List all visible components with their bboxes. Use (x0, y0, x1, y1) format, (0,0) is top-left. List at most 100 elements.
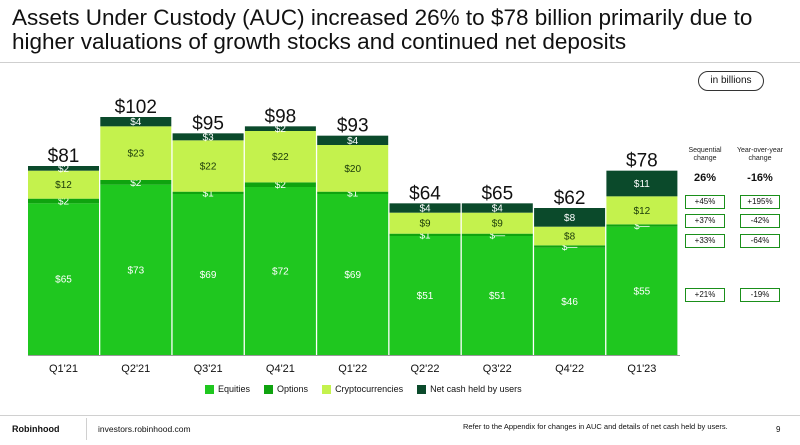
footer-note: Refer to the Appendix for changes in AUC… (463, 422, 728, 431)
category-label-4: Q1'22 (338, 363, 367, 375)
label-cash-7: $8 (564, 213, 576, 224)
footer-divider (0, 415, 800, 416)
label-crypto-6: $9 (492, 219, 504, 230)
yoy-total-change: -16% (747, 172, 773, 184)
bar-options-3 (244, 182, 316, 187)
bar-crypto-7 (534, 226, 606, 246)
sequential-change-equities: +21% (685, 288, 725, 302)
label-cash-1: $4 (130, 117, 142, 128)
bar-cash-1 (100, 117, 172, 127)
bar-crypto-4 (317, 145, 389, 192)
bar-equities-4 (317, 194, 389, 355)
brand-logo: Robinhood (12, 424, 60, 434)
bar-crypto-3 (244, 131, 316, 183)
investor-site-link[interactable]: investors.robinhood.com (98, 424, 191, 434)
legend-item-cash: Net cash held by users (417, 384, 522, 394)
category-label-8: Q1'23 (627, 363, 656, 375)
legend-item-options: Options (264, 384, 308, 394)
legend-item-equities: Equities (205, 384, 250, 394)
label-options-6: $— (490, 230, 506, 241)
legend-label-crypto: Cryptocurrencies (335, 384, 404, 394)
chart-legend: Equities Options Cryptocurrencies Net ca… (205, 384, 522, 394)
total-label-2: $95 (192, 113, 224, 134)
total-label-7: $62 (554, 188, 586, 209)
category-label-6: Q3'22 (483, 363, 512, 375)
bar-crypto-5 (389, 212, 461, 234)
bar-cash-0 (28, 166, 99, 171)
bar-cash-6 (461, 203, 533, 213)
bar-crypto-6 (461, 212, 533, 234)
page-number: 9 (776, 425, 781, 434)
label-equities-0: $65 (55, 275, 72, 286)
label-equities-6: $51 (489, 291, 506, 302)
bar-equities-0 (28, 203, 99, 355)
title-divider (0, 62, 800, 63)
label-equities-8: $55 (634, 286, 651, 297)
label-options-3: $2 (275, 180, 287, 191)
total-label-6: $65 (481, 183, 513, 204)
bar-options-1 (100, 180, 172, 185)
label-options-0: $2 (58, 197, 70, 208)
unit-label: in billions (698, 71, 764, 91)
bar-equities-8 (606, 226, 678, 355)
label-equities-2: $69 (200, 270, 217, 281)
bar-crypto-0 (28, 170, 99, 199)
label-cash-0: $2 (58, 164, 70, 175)
bar-equities-5 (389, 236, 461, 355)
sequential-change-header: Sequential change (688, 147, 722, 162)
legend-swatch-cash (417, 384, 427, 394)
bar-options-2 (172, 191, 244, 194)
label-equities-7: $46 (561, 297, 578, 308)
sequential-change-cash: +45% (685, 195, 725, 209)
bar-cash-5 (389, 203, 461, 213)
label-cash-8: $11 (634, 179, 650, 190)
label-cash-4: $4 (347, 136, 359, 147)
label-cash-6: $4 (492, 204, 504, 215)
bar-equities-6 (461, 236, 533, 355)
total-label-3: $98 (265, 106, 297, 127)
total-label-5: $64 (409, 183, 441, 204)
category-label-0: Q1'21 (49, 363, 78, 375)
yoy-change-equities: -19% (740, 288, 780, 302)
total-label-1: $102 (115, 97, 157, 118)
category-label-3: Q4'21 (266, 363, 295, 375)
sequential-change-options: +33% (685, 234, 725, 248)
total-label-8: $78 (626, 151, 658, 172)
bar-crypto-2 (172, 140, 244, 192)
bar-cash-4 (317, 135, 389, 145)
label-crypto-3: $22 (272, 152, 289, 163)
category-label-1: Q2'21 (121, 363, 150, 375)
total-label-4: $93 (337, 116, 369, 137)
bar-options-8 (606, 224, 678, 227)
legend-label-cash: Net cash held by users (430, 384, 522, 394)
label-equities-1: $73 (127, 265, 144, 276)
label-crypto-8: $12 (634, 206, 651, 217)
bar-options-0 (28, 198, 99, 204)
bar-options-7 (534, 245, 606, 248)
bar-equities-2 (172, 194, 244, 355)
yoy-change-options: -64% (740, 234, 780, 248)
legend-swatch-equities (205, 384, 214, 394)
legend-swatch-crypto (322, 384, 332, 394)
label-options-4: $1 (347, 188, 359, 199)
legend-label-equities: Equities (218, 384, 251, 394)
page-title: Assets Under Custody (AUC) increased 26%… (12, 5, 753, 54)
legend-swatch-options (264, 384, 274, 394)
category-label-2: Q3'21 (194, 363, 223, 375)
bar-equities-7 (534, 247, 606, 355)
category-label-5: Q2'22 (410, 363, 439, 375)
bar-crypto-8 (606, 196, 678, 225)
label-equities-4: $69 (344, 270, 361, 281)
bar-cash-2 (172, 133, 244, 141)
label-crypto-5: $9 (419, 219, 431, 230)
label-crypto-1: $23 (127, 149, 144, 160)
label-cash-2: $3 (203, 132, 215, 143)
label-equities-5: $51 (417, 291, 434, 302)
yoy-change-header: Year-over-year change (736, 147, 784, 162)
yoy-change-cash: +195% (740, 195, 780, 209)
bar-cash-3 (244, 126, 316, 131)
label-equities-3: $72 (272, 267, 289, 278)
label-crypto-7: $8 (564, 232, 576, 243)
bar-cash-8 (606, 170, 678, 197)
label-cash-5: $4 (419, 204, 431, 215)
